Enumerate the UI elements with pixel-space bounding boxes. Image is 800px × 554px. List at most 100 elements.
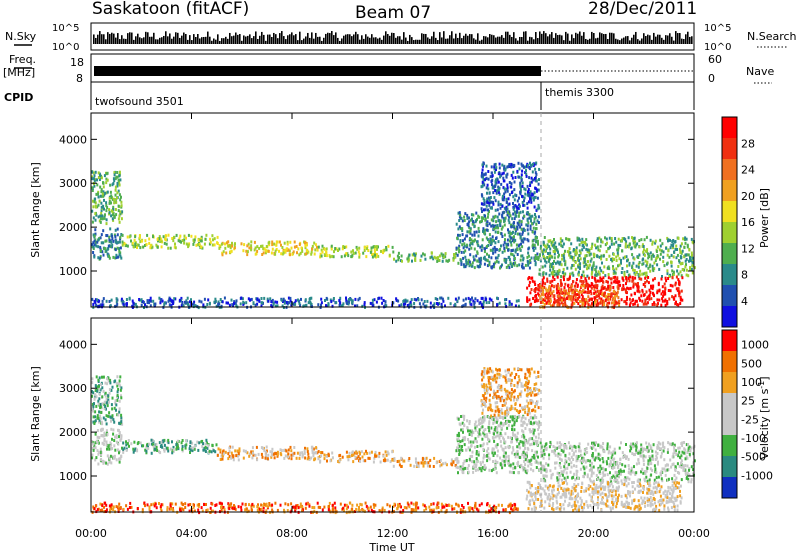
- range-gate-cell: [486, 220, 489, 224]
- range-gate-cell: [573, 301, 576, 305]
- range-gate-cell: [395, 298, 398, 302]
- range-gate-cell: [175, 233, 178, 237]
- range-gate-cell: [439, 464, 442, 468]
- range-gate-cell: [221, 457, 224, 461]
- range-gate-cell: [520, 178, 523, 182]
- range-gate-cell: [559, 290, 562, 294]
- range-gate-cell: [562, 254, 565, 258]
- range-gate-cell: [109, 381, 112, 385]
- range-gate-cell: [458, 453, 461, 456]
- range-gate-cell: [120, 455, 123, 458]
- range-gate-cell: [372, 252, 375, 256]
- colorbar-tick-label: 28: [741, 137, 755, 150]
- range-gate-cell: [362, 251, 365, 255]
- range-gate-cell: [647, 281, 650, 285]
- cpid-label: CPID: [4, 91, 33, 104]
- range-gate-cell: [494, 256, 497, 260]
- range-gate-cell: [101, 299, 104, 303]
- range-gate-cell: [681, 261, 684, 265]
- range-gate-cell: [518, 211, 521, 215]
- range-gate-cell: [496, 434, 499, 438]
- range-gate-cell: [531, 214, 534, 218]
- range-gate-cell: [555, 245, 558, 249]
- range-gate-cell: [462, 430, 464, 434]
- range-gate-cell: [100, 458, 103, 461]
- range-gate-cell: [91, 407, 94, 411]
- range-gate-cell: [460, 262, 463, 266]
- range-gate-cell: [601, 284, 604, 288]
- range-gate-cell: [384, 450, 387, 454]
- range-gate-cell: [497, 188, 500, 192]
- range-gate-cell: [357, 455, 360, 459]
- range-gate-cell: [503, 195, 506, 199]
- range-gate-cell: [314, 248, 317, 252]
- range-gate-cell: [680, 242, 683, 246]
- range-gate-cell: [162, 235, 165, 239]
- noise-sample: [529, 36, 531, 44]
- range-gate-cell: [276, 454, 279, 458]
- range-gate-cell: [513, 188, 516, 192]
- range-gate-cell: [597, 248, 600, 252]
- range-gate-cell: [482, 300, 485, 304]
- noise-sample: [181, 35, 183, 44]
- range-gate-cell: [508, 255, 511, 259]
- range-gate-cell: [148, 301, 151, 305]
- range-gate-cell: [463, 265, 466, 269]
- range-gate-cell: [531, 239, 534, 243]
- range-gate-cell: [483, 464, 486, 467]
- noise-sample: [577, 33, 579, 44]
- range-gate-cell: [456, 299, 459, 303]
- range-gate-cell: [528, 176, 531, 180]
- range-gate-cell: [510, 440, 513, 444]
- range-gate-cell: [535, 227, 538, 231]
- range-gate-cell: [103, 403, 106, 407]
- range-gate-cell: [134, 302, 137, 306]
- range-gate-cell: [463, 242, 466, 246]
- range-gate-cell: [521, 169, 524, 173]
- range-gate-cell: [115, 200, 118, 204]
- range-gate-cell: [463, 244, 466, 248]
- range-gate-cell: [534, 283, 537, 286]
- range-gate-cell: [465, 234, 468, 238]
- range-gate-cell: [519, 258, 522, 262]
- range-gate-cell: [473, 302, 476, 306]
- range-gate-cell: [417, 461, 420, 465]
- range-gate-cell: [507, 197, 510, 201]
- range-gate-cell: [420, 298, 423, 302]
- range-gate-cell: [558, 298, 561, 302]
- range-gate-cell: [430, 251, 433, 255]
- range-gate-cell: [100, 241, 103, 245]
- range-gate-cell: [490, 165, 493, 169]
- range-gate-cell: [474, 428, 477, 432]
- noise-sample: [203, 36, 205, 44]
- noise-sample: [413, 40, 415, 44]
- range-gate-cell: [456, 236, 459, 240]
- range-gate-cell: [475, 254, 478, 258]
- range-gate-cell: [247, 297, 250, 301]
- range-gate-cell: [666, 300, 669, 303]
- range-gate-cell: [494, 420, 497, 424]
- range-gate-cell: [261, 244, 264, 248]
- range-gate-cell: [413, 297, 416, 301]
- range-gate-cell: [125, 303, 128, 307]
- noise-sample: [401, 39, 403, 44]
- range-gate-cell: [492, 460, 494, 463]
- range-gate-cell: [469, 241, 472, 245]
- range-gate-cell: [502, 176, 505, 180]
- range-gate-cell: [411, 253, 414, 257]
- range-gate-cell: [577, 273, 580, 277]
- range-gate-cell: [391, 245, 394, 249]
- noise-sample: [337, 37, 339, 44]
- noise-sample: [223, 38, 225, 44]
- range-gate-cell: [216, 453, 219, 457]
- range-gate-cell: [158, 441, 161, 445]
- range-gate-cell: [110, 403, 113, 407]
- range-gate-cell: [132, 301, 135, 305]
- range-gate-cell: [637, 282, 639, 285]
- range-gate-cell: [486, 201, 489, 205]
- range-gate-cell: [512, 462, 515, 466]
- range-gate-cell: [467, 216, 470, 220]
- range-gate-cell: [120, 200, 123, 204]
- range-gate-cell: [131, 241, 134, 245]
- range-gate-cell: [638, 277, 641, 281]
